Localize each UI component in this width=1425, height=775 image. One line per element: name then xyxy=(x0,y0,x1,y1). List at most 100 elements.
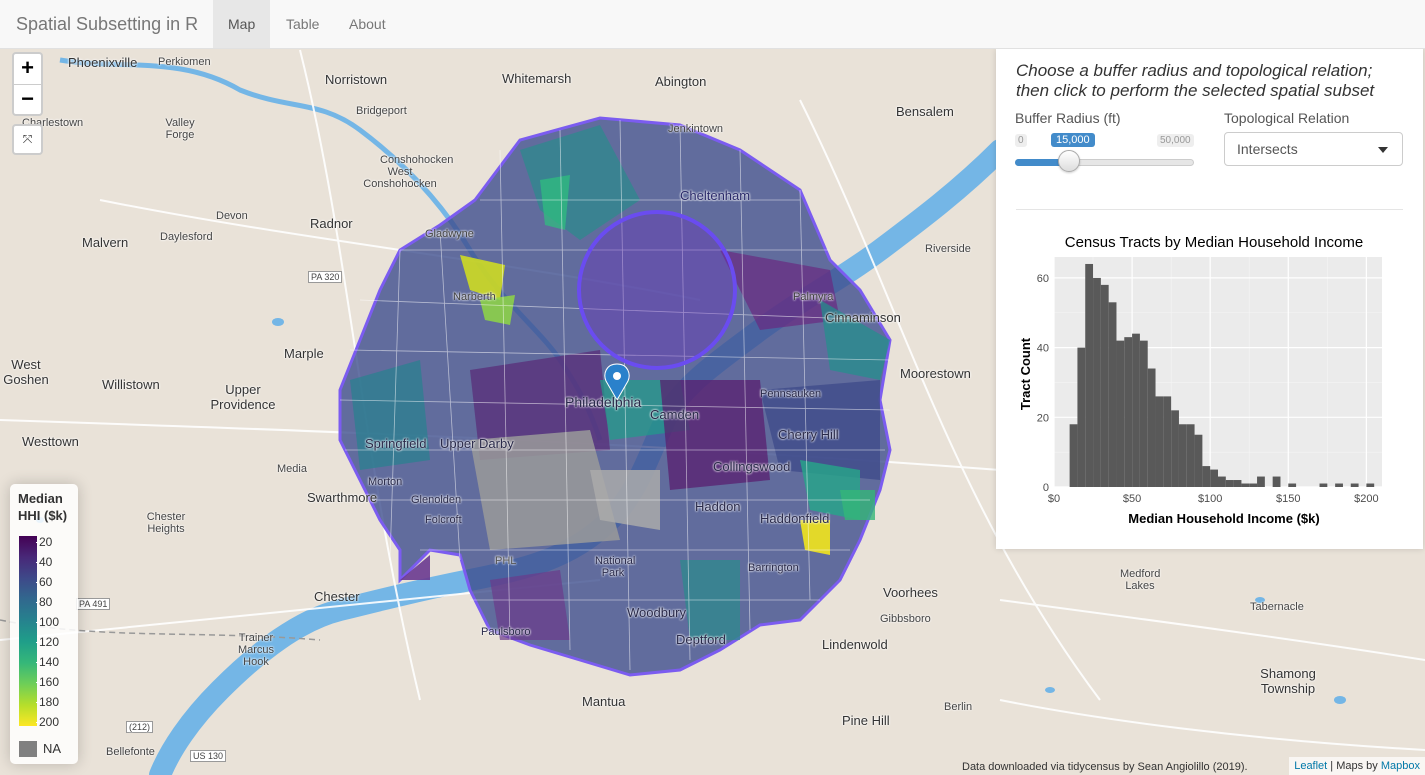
place-label: Cherry Hill xyxy=(778,427,839,442)
zoom-control: + − xyxy=(12,52,43,116)
legend-tick: 140 xyxy=(35,655,60,669)
histogram-bar xyxy=(1225,480,1234,487)
place-label: Upper Providence xyxy=(210,382,276,412)
data-source-note: Data downloaded via tidycensus by Sean A… xyxy=(962,761,1248,773)
histogram-bar xyxy=(1319,483,1328,487)
place-label: Whitemarsh xyxy=(502,71,572,86)
x-axis-ticks: $0 $50 $100 $150 $200 xyxy=(1048,493,1379,505)
instructions-text: Choose a buffer radius and topological r… xyxy=(1016,61,1375,100)
fit-bounds-button[interactable]: ⤧ xyxy=(12,124,43,155)
topological-relation-label: Topological Relation xyxy=(1224,110,1350,126)
y-tick-label: 40 xyxy=(1037,343,1049,355)
app-title[interactable]: Spatial Subsetting in R xyxy=(16,14,199,34)
place-label: Lindenwold xyxy=(822,637,888,652)
zoom-in-button[interactable]: + xyxy=(21,55,34,80)
x-tick-label: $0 xyxy=(1048,493,1060,505)
zoom-out-button[interactable]: − xyxy=(14,84,41,114)
histogram-bar xyxy=(1147,368,1156,487)
chart-title: Census Tracts by Median Household Income xyxy=(1065,234,1363,251)
road-shield: US 130 xyxy=(190,750,227,762)
legend-color-bar xyxy=(19,536,37,726)
place-label: Westtown xyxy=(22,434,79,449)
place-label: Collingswood xyxy=(713,459,791,474)
place-label: Haddonfield xyxy=(760,511,830,526)
histogram-bar xyxy=(1085,263,1094,487)
place-label: Devon xyxy=(216,210,248,222)
slider-max-label: 50,000 xyxy=(1157,134,1194,147)
mapbox-link[interactable]: Mapbox xyxy=(1380,760,1420,772)
road-shield: PA 320 xyxy=(308,271,343,283)
place-label: West Conshohocken xyxy=(363,166,437,190)
leaflet-link[interactable]: Leaflet xyxy=(1294,760,1328,772)
legend-tick: 160 xyxy=(35,675,60,689)
place-label: West Goshen xyxy=(3,357,49,387)
histogram-bar xyxy=(1202,466,1211,487)
tab-map[interactable]: Map xyxy=(213,0,271,48)
histogram-bar xyxy=(1257,476,1265,487)
place-label: Folcroft xyxy=(425,514,462,526)
place-label: Gladwyne xyxy=(425,228,474,240)
tab-about[interactable]: About xyxy=(349,16,386,32)
tab-table[interactable]: Table xyxy=(286,16,320,32)
x-axis-label: Median Household Income ($k) xyxy=(1128,511,1319,526)
legend-tick: 60 xyxy=(35,575,53,589)
histogram-bar xyxy=(1139,340,1148,487)
relation-selected-value: Intersects xyxy=(1237,141,1298,157)
legend-tick: 120 xyxy=(35,635,60,649)
place-label: Cinnaminson xyxy=(825,310,901,325)
histogram-bar xyxy=(1100,284,1109,487)
navbar: Spatial Subsetting in R Map Table About xyxy=(0,0,1425,49)
divider xyxy=(1016,209,1403,210)
place-label: Jenkintown xyxy=(668,123,724,135)
place-label: Philadelphia xyxy=(565,394,642,410)
place-label: Willistown xyxy=(102,377,160,392)
place-label: Conshohocken xyxy=(380,154,454,166)
legend-na-label: NA xyxy=(43,741,62,756)
legend-tick: 180 xyxy=(35,695,60,709)
x-tick-label: $150 xyxy=(1276,493,1300,505)
place-label: Riverside xyxy=(925,243,971,255)
histogram-bar xyxy=(1241,483,1250,487)
place-label: Glenolden xyxy=(411,494,462,506)
histogram-bar xyxy=(1069,424,1078,487)
place-label: Chester xyxy=(314,589,360,604)
place-label: Paulsboro xyxy=(481,626,531,638)
histogram-bar xyxy=(1116,340,1125,487)
place-label: Trainer Marcus Hook xyxy=(237,632,275,668)
histogram-bar xyxy=(1288,483,1297,487)
attribution-text: | Maps by xyxy=(1330,760,1378,772)
histogram-bar xyxy=(1210,469,1218,487)
histogram-bar xyxy=(1335,483,1343,487)
place-label: Radnor xyxy=(310,216,353,231)
slider-handle[interactable] xyxy=(1057,150,1080,172)
histogram-bars xyxy=(1069,263,1375,487)
legend-tick: 200 xyxy=(35,715,60,729)
place-label: Daylesford xyxy=(160,231,213,243)
place-label: Voorhees xyxy=(883,585,938,600)
place-label: Medford Lakes xyxy=(1120,568,1161,592)
place-label: Tabernacle xyxy=(1250,601,1304,613)
y-tick-label: 20 xyxy=(1037,412,1049,424)
slider-fill xyxy=(1015,159,1069,166)
legend-na-swatch xyxy=(19,741,37,757)
place-label: National Park xyxy=(595,555,636,579)
place-label: PHL xyxy=(495,555,517,567)
histogram-bar xyxy=(1093,277,1101,487)
legend-title: Median HHI ($k) xyxy=(18,491,68,523)
place-label: Swarthmore xyxy=(307,490,378,505)
histogram-bar xyxy=(1350,483,1359,487)
place-label: Berlin xyxy=(944,701,973,713)
place-label: Moorestown xyxy=(900,366,971,381)
histogram-bar xyxy=(1272,476,1281,487)
histogram-bar xyxy=(1186,424,1195,487)
road-shield: PA 491 xyxy=(76,598,111,610)
histogram-bar xyxy=(1132,333,1140,487)
expand-icon: ⤧ xyxy=(22,132,33,146)
place-label: Deptford xyxy=(676,632,726,647)
histogram-bar xyxy=(1108,302,1117,487)
place-label: Palmyra xyxy=(793,291,834,303)
place-label: Upper Darby xyxy=(440,436,514,451)
place-label: Cheltenham xyxy=(680,188,751,203)
topological-relation-select[interactable]: Intersects xyxy=(1224,132,1403,166)
place-label: Mantua xyxy=(582,694,626,709)
